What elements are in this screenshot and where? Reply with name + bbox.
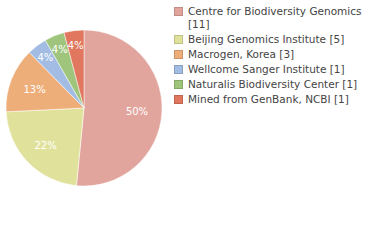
legend-label: Naturalis Biodiversity Center [1] — [188, 78, 357, 90]
data-label: 4% — [52, 44, 68, 55]
legend-item: Centre for Biodiversity Genomics [11] — [172, 5, 372, 31]
slice — [76, 30, 162, 186]
legend-label: Centre for Biodiversity Genomics [11] — [188, 5, 361, 30]
legend-item: Macrogen, Korea [3] — [172, 48, 372, 61]
data-label: 22% — [34, 140, 56, 151]
slices — [6, 30, 162, 186]
legend: Centre for Biodiversity Genomics [11] Bei… — [172, 5, 372, 108]
slice — [64, 30, 84, 108]
legend-swatch — [174, 50, 183, 59]
legend-item: Wellcome Sanger Institute [1] — [172, 63, 372, 76]
data-label: 13% — [23, 84, 45, 95]
data-labels: 50%22%13%4%4%4% — [23, 40, 148, 151]
legend-swatch — [174, 95, 183, 104]
legend-label: Beijing Genomics Institute [5] — [188, 33, 344, 45]
legend-swatch — [174, 35, 183, 44]
data-label: 50% — [126, 106, 148, 117]
legend-swatch — [174, 65, 183, 74]
data-label: 4% — [68, 40, 84, 51]
slice — [6, 108, 84, 186]
legend-label: Mined from GenBank, NCBI [1] — [188, 93, 349, 105]
legend-item: Naturalis Biodiversity Center [1] — [172, 78, 372, 91]
legend-label: Wellcome Sanger Institute [1] — [188, 63, 345, 75]
legend-label: Macrogen, Korea [3] — [188, 48, 294, 60]
legend-swatch — [174, 7, 183, 16]
legend-swatch — [174, 80, 183, 89]
legend-item: Beijing Genomics Institute [5] — [172, 33, 372, 46]
legend-item: Mined from GenBank, NCBI [1] — [172, 93, 372, 106]
